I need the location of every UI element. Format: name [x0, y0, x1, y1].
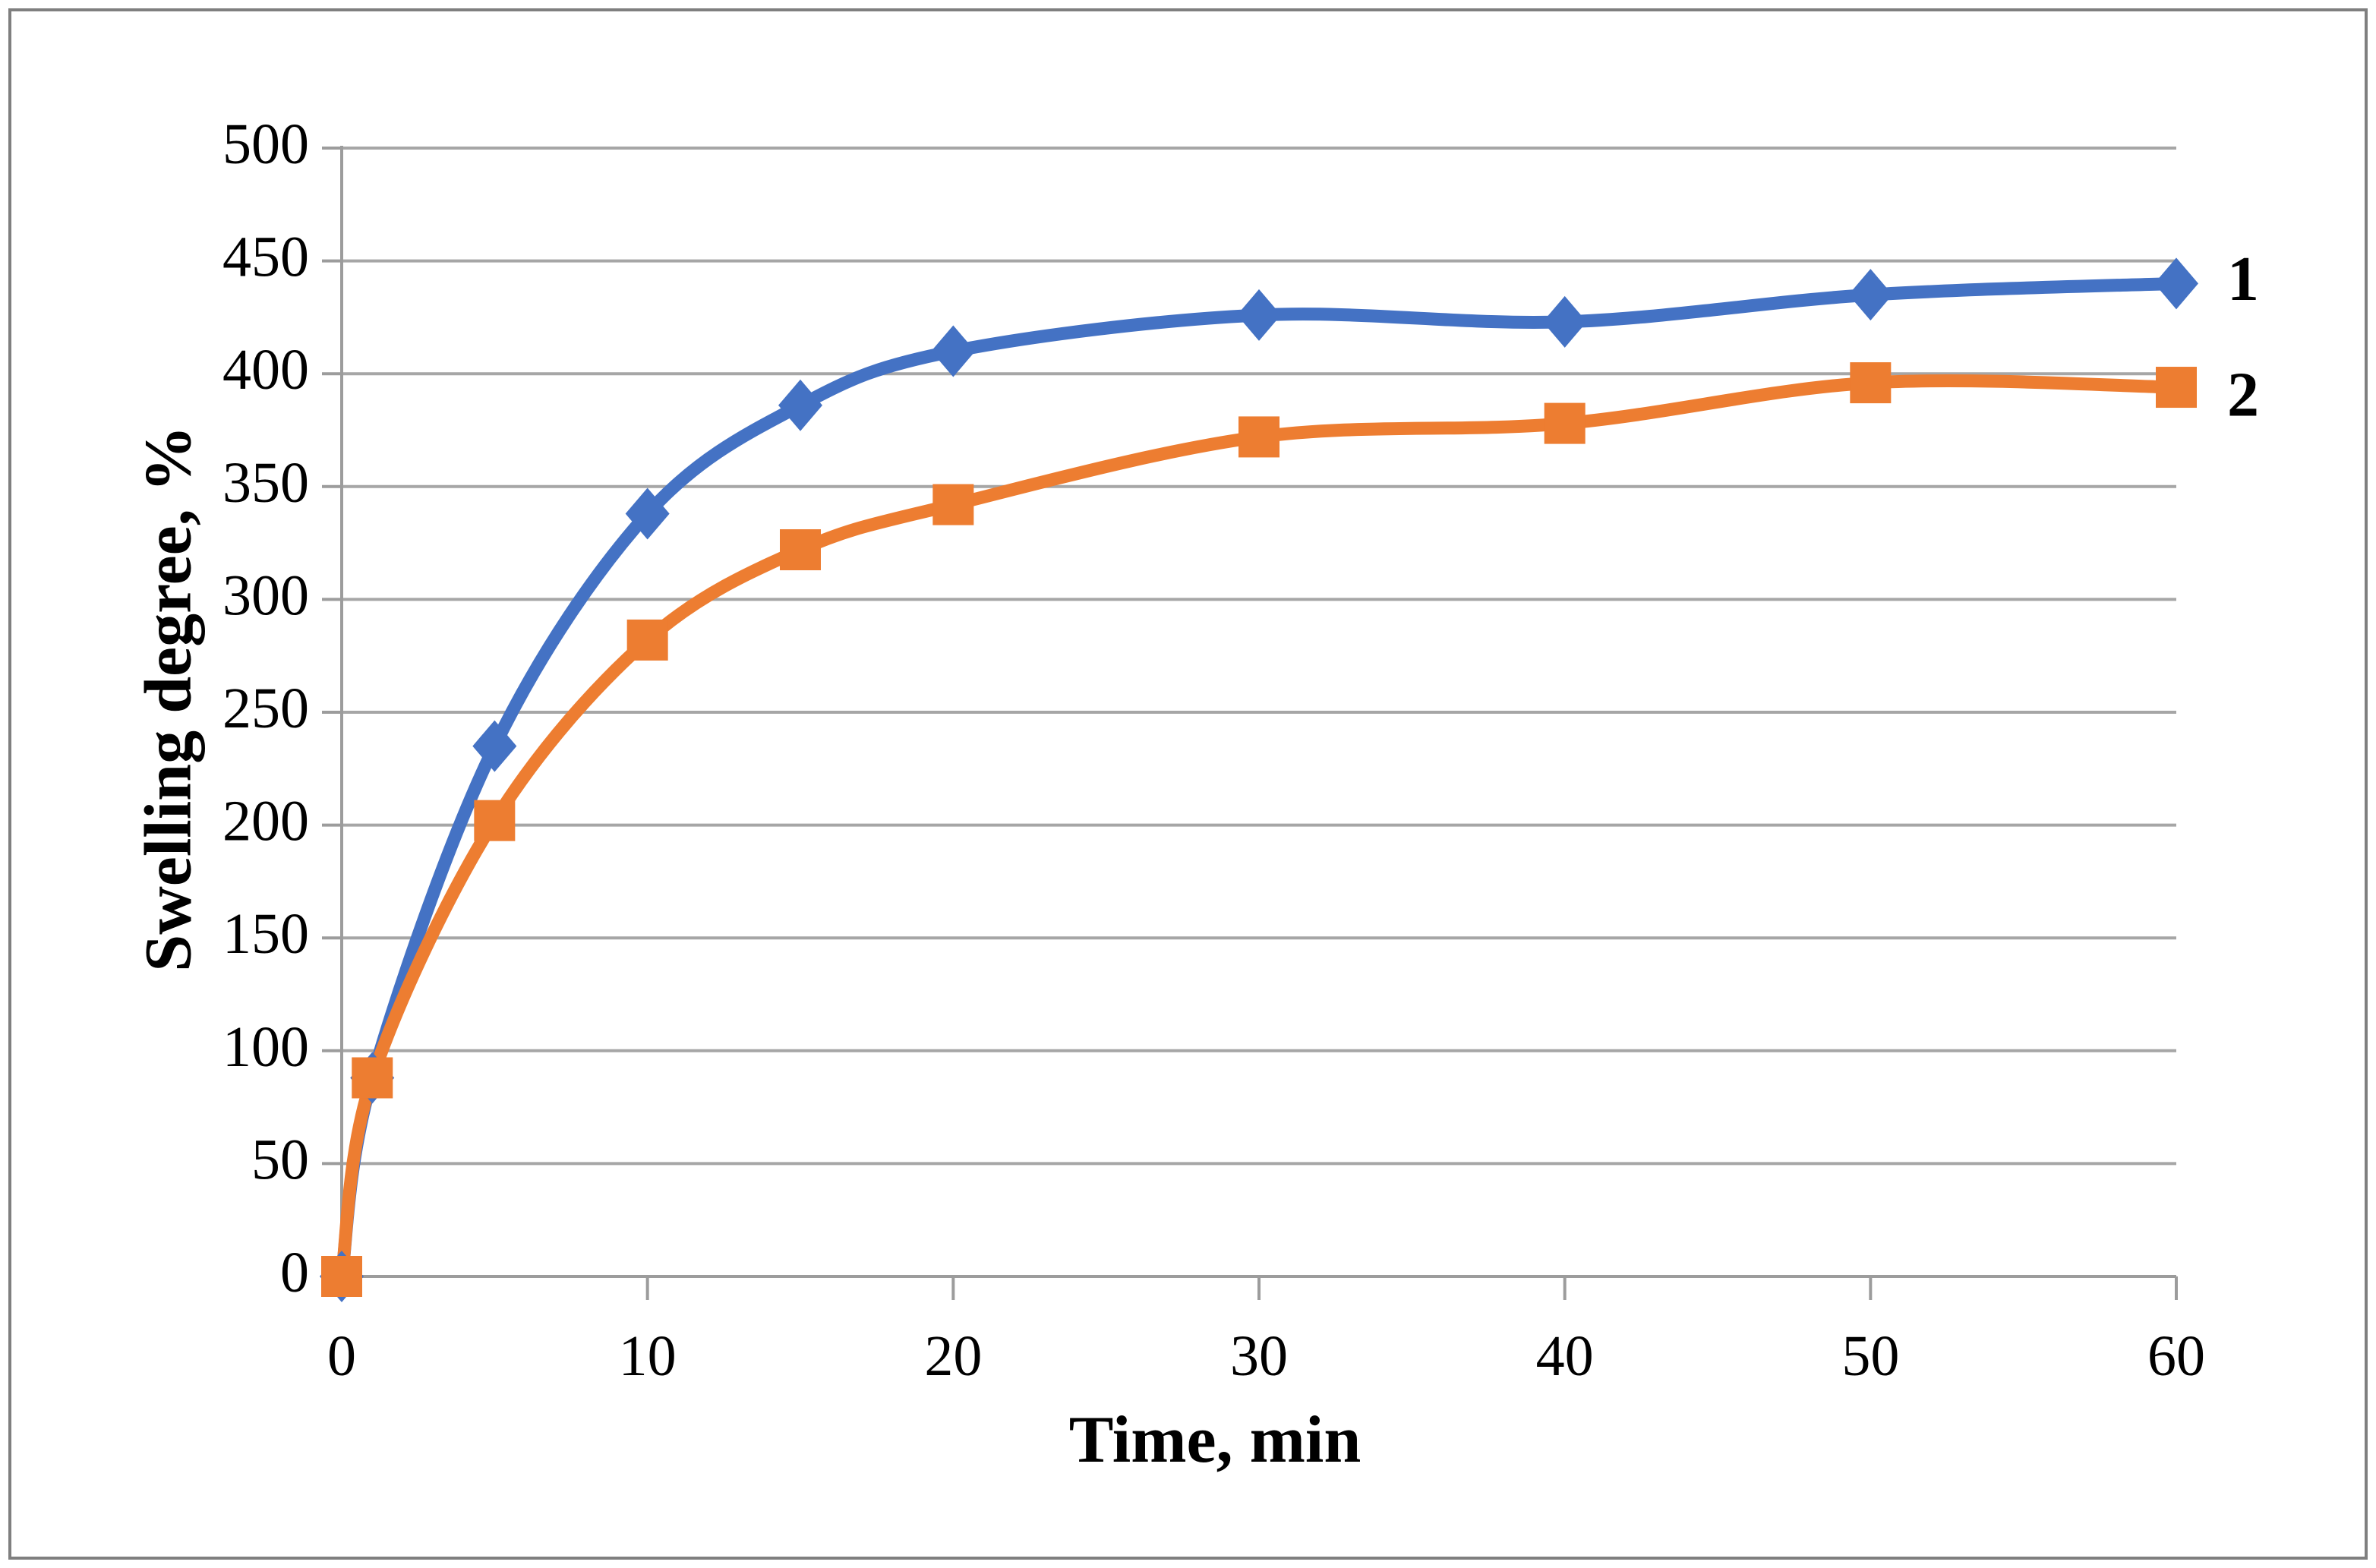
series-2-marker-square	[352, 1057, 393, 1099]
series-2-marker-square	[1544, 402, 1586, 444]
series-1-marker-diamond	[472, 720, 517, 772]
figure-border	[8, 8, 2368, 1560]
series-1-label: 1	[2227, 244, 2259, 314]
series-markers	[320, 257, 2198, 1302]
x-tick-label: 40	[1536, 1324, 1594, 1388]
x-tick-label: 50	[1841, 1324, 1899, 1388]
series-1-marker-diamond	[778, 379, 822, 431]
gridlines	[342, 147, 2176, 1166]
y-axis-ticks	[322, 147, 342, 1278]
series-1-marker-diamond	[1237, 289, 1281, 341]
series-2-line	[335, 374, 2183, 1283]
x-tick-label: 30	[1230, 1324, 1288, 1388]
series-1-marker-diamond	[2154, 257, 2198, 310]
series-2-marker-square	[1238, 416, 1280, 458]
series-2-marker-square	[1850, 362, 1892, 404]
series-1-line	[335, 276, 2183, 1283]
series-1-marker-diamond	[1848, 269, 1893, 321]
y-tick-label: 450	[222, 226, 309, 289]
y-tick-label: 300	[222, 563, 309, 627]
y-tick-labels: 0 50 100 150 200 250 300 350 400 450 500	[222, 112, 309, 1305]
y-tick-label: 350	[222, 451, 309, 515]
series-2-marker-square	[626, 619, 668, 661]
y-tick-label: 250	[222, 677, 309, 740]
y-tick-label: 100	[222, 1015, 309, 1079]
x-tick-label: 10	[619, 1324, 677, 1388]
y-tick-label: 150	[222, 902, 309, 966]
y-axis-title: Swelling degree, %	[132, 425, 206, 971]
series-1-marker-diamond	[625, 487, 670, 540]
x-tick-label: 0	[327, 1324, 356, 1388]
y-tick-label: 0	[280, 1241, 309, 1305]
series-2-marker-square	[780, 529, 821, 571]
series-2-label: 2	[2227, 360, 2259, 431]
series-2-marker-square	[474, 800, 516, 841]
series-1-marker-diamond	[931, 325, 976, 377]
series-2-marker-square	[2156, 367, 2197, 409]
x-tick-labels: 0 10 20 30 40 50 60	[327, 1324, 2205, 1388]
y-tick-label: 50	[251, 1128, 309, 1191]
x-tick-label: 60	[2147, 1324, 2205, 1388]
y-tick-label: 500	[222, 112, 309, 176]
x-axis-title: Time, min	[1069, 1403, 1362, 1477]
x-tick-label: 20	[924, 1324, 982, 1388]
y-tick-label: 200	[222, 790, 309, 853]
series-1-marker-diamond	[1542, 295, 1587, 348]
x-axis-ticks	[340, 1276, 2178, 1300]
series-2-marker-square	[932, 484, 974, 525]
series-2-marker-square	[321, 1256, 362, 1297]
y-tick-label: 400	[222, 338, 309, 402]
